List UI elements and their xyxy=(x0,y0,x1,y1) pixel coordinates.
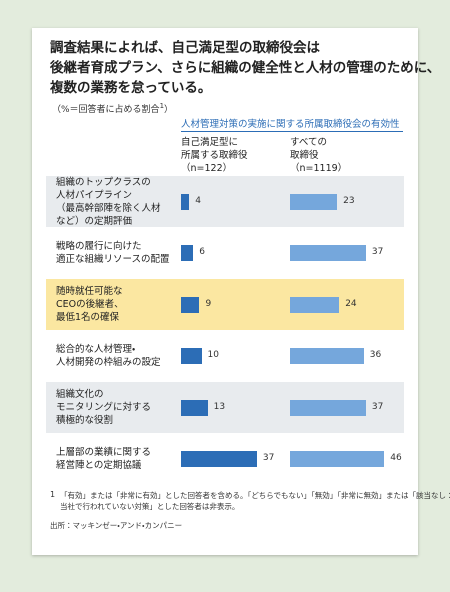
bar xyxy=(181,399,208,416)
series-name: （n=1119） xyxy=(290,163,348,174)
bar xyxy=(181,193,190,210)
category-label: 組織文化の xyxy=(56,389,104,401)
category-label: など）の定期評価 xyxy=(56,215,133,227)
series-name: 取締役 xyxy=(290,150,319,161)
category-label: 随時就任可能な xyxy=(56,286,123,298)
category-label: 積極的な役割 xyxy=(56,415,114,427)
bar xyxy=(290,296,340,313)
footnote: 当社で行われていない対策」とした回答者は非表示。 xyxy=(60,502,240,511)
subtitle: （%＝回答者に占める割合1） xyxy=(52,102,174,115)
category-label: 人材パイプライン xyxy=(56,189,133,201)
group-rule xyxy=(181,131,403,132)
category-label: 経営陣との定期協議 xyxy=(56,460,142,472)
value-label: 13 xyxy=(213,401,226,412)
group-title: 人材管理対策の実施に関する所属取締役会の有効性 xyxy=(181,119,400,130)
category-label: 最低1名の確保 xyxy=(56,312,120,324)
bar xyxy=(290,451,385,468)
bar xyxy=(181,348,202,365)
category-label: 適正な組織リソースの配置 xyxy=(56,254,170,266)
value-label: 24 xyxy=(345,298,357,309)
footnote-mark: 1 xyxy=(50,490,56,499)
bar xyxy=(181,296,200,313)
bar xyxy=(290,399,366,416)
value-label: 37 xyxy=(371,401,384,412)
bar xyxy=(290,348,364,365)
value-label: 23 xyxy=(343,195,355,206)
title-line: 複数の業務を怠っている。 xyxy=(50,80,212,96)
value-label: 4 xyxy=(195,195,201,206)
category-label: 上層部の業績に関する xyxy=(56,447,152,459)
row-background xyxy=(46,176,404,227)
value-label: 46 xyxy=(390,453,402,464)
value-label: 10 xyxy=(207,350,219,361)
value-label: 9 xyxy=(205,298,212,309)
subtitle-end: ） xyxy=(164,105,174,115)
row-background xyxy=(46,279,404,330)
category-label: 人材開発の枠組みの設定 xyxy=(56,357,161,369)
series-name: すべての xyxy=(290,137,327,148)
title-line: 調査結果によれば、自己満足型の取締役会は xyxy=(50,40,320,56)
value-label: 37 xyxy=(371,247,384,258)
category-label: 組織のトップクラスの xyxy=(56,176,151,188)
bar xyxy=(290,193,338,210)
category-label: （最高幹部陣を除く人材 xyxy=(56,202,161,214)
category-label: 戦略の履行に向けた xyxy=(56,241,142,253)
bar xyxy=(181,245,194,262)
category-label: CEOの後継者、 xyxy=(56,299,124,311)
bar xyxy=(181,451,257,468)
series-name: （n=122） xyxy=(181,163,233,174)
category-label: 総合的な人材管理・ xyxy=(56,344,136,356)
value-label: 37 xyxy=(262,453,275,464)
bar xyxy=(290,245,366,262)
source: 出所：マッキンゼー・アンド・カンパニー xyxy=(50,521,183,530)
category-label: モニタリングに対する xyxy=(56,402,152,414)
value-label: 6 xyxy=(199,247,206,258)
series-name: 自己満足型に xyxy=(181,137,239,148)
footnote: 「有効」または「非常に有効」とした回答者を含める。「どちらでもない」「無効」「非… xyxy=(60,491,450,500)
value-label: 36 xyxy=(369,350,382,361)
title-line: 後継者育成プラン、さらに組織の健全性と人材の管理のために、 xyxy=(50,60,441,76)
footnote-ref: 1 xyxy=(159,102,165,110)
series-name: 所属する取締役 xyxy=(181,150,248,161)
